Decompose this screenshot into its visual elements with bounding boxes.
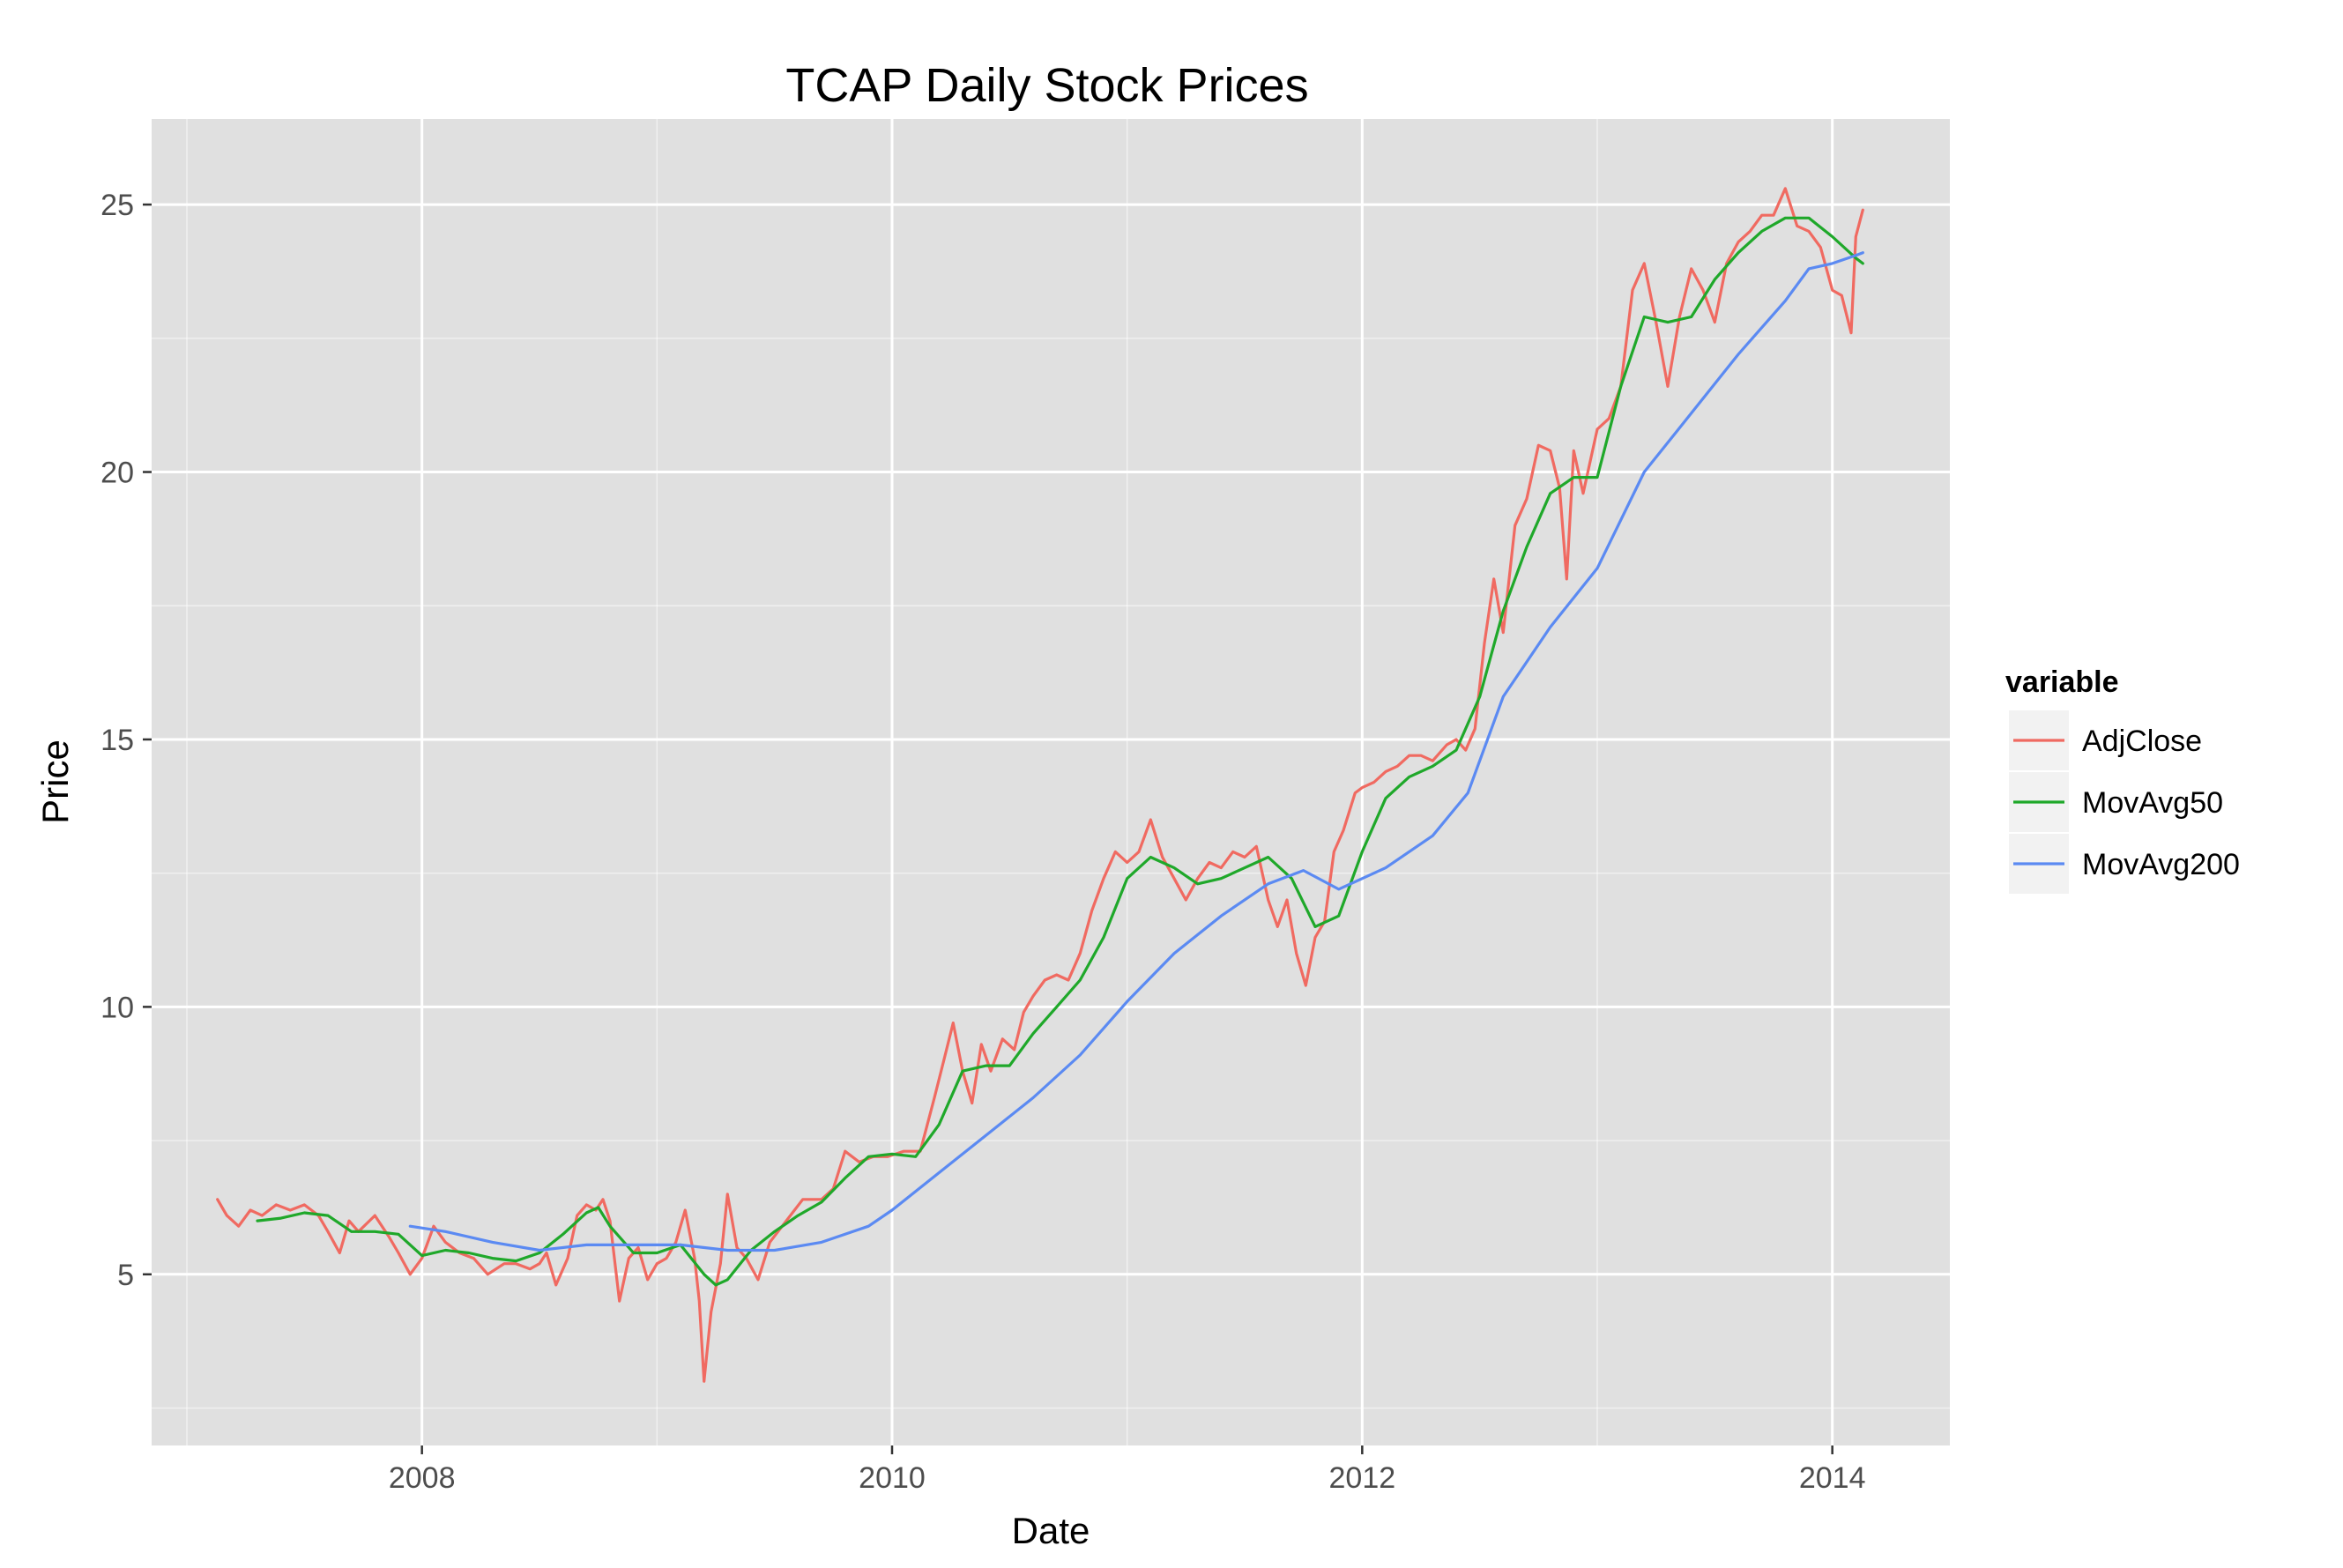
x-axis: 2008 2010 2012 2014 bbox=[389, 1445, 1866, 1495]
series-line-movavg50 bbox=[256, 216, 1864, 1287]
x-tick-label: 2012 bbox=[1329, 1461, 1396, 1495]
grid-lines bbox=[152, 119, 1950, 1445]
y-tick-label: 10 bbox=[100, 991, 134, 1024]
y-tick-label: 25 bbox=[100, 189, 134, 222]
x-tick-label: 2008 bbox=[389, 1461, 456, 1495]
x-axis-title: Date bbox=[1012, 1510, 1090, 1551]
y-tick-label: 15 bbox=[100, 724, 134, 757]
y-tick-label: 20 bbox=[100, 457, 134, 490]
series-lines bbox=[216, 187, 1864, 1383]
y-tick-label: 5 bbox=[117, 1259, 134, 1292]
x-tick-label: 2010 bbox=[859, 1461, 926, 1495]
plot-panel bbox=[152, 119, 1950, 1445]
legend-label-adjclose: AdjClose bbox=[2082, 725, 2202, 758]
chart-title: TCAP Daily Stock Prices bbox=[785, 59, 1308, 112]
legend-items: AdjClose MovAvg50 MovAvg200 bbox=[2007, 709, 2240, 895]
legend-title: variable bbox=[2005, 665, 2119, 699]
y-axis-title: Price bbox=[34, 739, 76, 824]
x-tick-label: 2014 bbox=[1799, 1461, 1866, 1495]
legend-label-movavg50: MovAvg50 bbox=[2082, 786, 2223, 820]
legend-label-movavg200: MovAvg200 bbox=[2082, 848, 2240, 881]
series-line-adjclose bbox=[216, 187, 1864, 1383]
y-axis: 5 10 15 20 25 bbox=[100, 189, 152, 1292]
legend: variable AdjClose MovAvg50 MovAvg200 bbox=[2005, 665, 2240, 895]
series-line-movavg200 bbox=[408, 251, 1864, 1252]
